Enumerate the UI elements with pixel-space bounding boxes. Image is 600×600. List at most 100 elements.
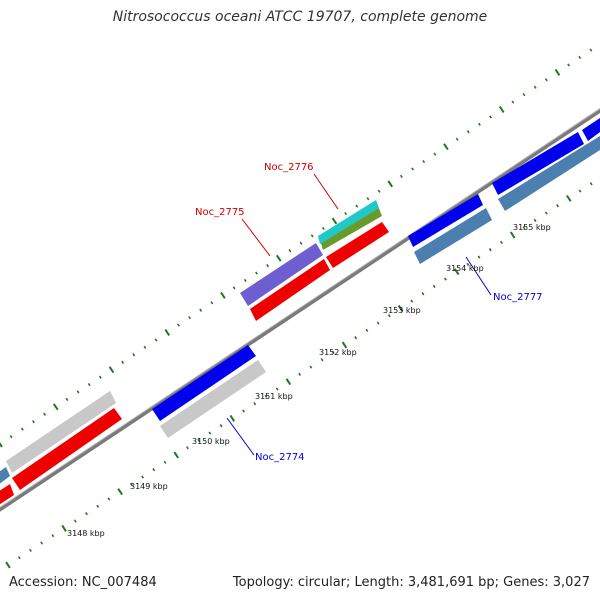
tick-mark [500,240,503,245]
tick-mark [275,387,279,391]
gene-feature-blue-2777-upper[interactable] [408,194,483,247]
tick-mark [433,152,437,156]
tick-mark [76,390,80,394]
gene-feature-blue-right[interactable] [492,132,584,195]
gene-feature-grey-1[interactable] [6,391,116,473]
tick-mark [96,504,100,508]
genome-backbone [0,108,600,512]
tick-mark [355,204,359,208]
kbp-tick-label: 3149 kbp [130,482,168,491]
tick-mark [522,226,526,230]
tick-mark [197,438,201,442]
genome-backbone-highlight [0,108,600,508]
gene-feature-steel-far-right-top[interactable] [584,137,600,153]
tick-mark [397,304,404,312]
tick-mark [533,218,537,223]
gene-feature-blue-far-right[interactable] [582,118,600,141]
tick-mark [87,382,91,387]
tick-mark [117,488,123,496]
tick-mark [61,524,67,532]
tick-mark [478,122,481,126]
tick-mark [40,541,44,545]
tick-mark [199,308,203,312]
gene-feature-steel-right[interactable] [498,136,600,211]
tick-mark [65,397,69,402]
tick-mark [108,366,115,374]
tick-mark [410,299,414,303]
tick-mark [522,93,526,97]
tick-mark [387,314,391,318]
tick-mark [567,63,571,67]
gene-feature-grey-2774[interactable] [160,360,266,438]
accession-label: Accession: NC_007484 [9,575,157,590]
tick-mark [0,442,3,448]
tick-mark [107,497,111,501]
tick-mark [154,338,158,342]
kbp-tick-label: 3154 kbp [446,264,484,273]
gene-feature-olive-2776[interactable] [320,206,382,250]
gene-feature-steel-left[interactable] [0,467,10,488]
tick-mark [132,353,136,357]
gene-feature-red-2775[interactable] [250,259,330,321]
tick-mark [264,394,268,398]
gene-feature-red-1[interactable] [12,408,122,490]
tick-mark [176,323,180,327]
tick-mark [411,167,414,171]
tick-mark [331,350,335,354]
tick-mark [188,316,191,320]
tick-mark [554,68,561,76]
tick-mark [219,424,223,428]
tick-mark [466,262,470,267]
gene-feature-purple-2775[interactable] [240,243,323,306]
tick-mark [255,271,258,275]
tick-mark [566,194,572,202]
outer-tick-row [0,48,593,448]
tick-mark [556,204,560,208]
tick-mark [232,286,236,290]
tick-mark [443,143,449,151]
tick-mark [432,284,436,289]
tick-mark [98,375,102,379]
tick-mark [488,248,492,252]
tick-mark [5,561,11,569]
gene-label-noc2777[interactable]: Noc_2777 [493,292,543,303]
gene-feature-red-2776[interactable] [326,222,389,268]
tick-mark [477,255,481,259]
tick-mark [399,174,403,179]
gene-feature-red-left-edge[interactable] [0,484,14,508]
tick-mark [152,468,156,472]
tick-mark [321,226,325,231]
leader-noc2774 [226,417,255,456]
tick-mark [129,482,133,486]
kbp-tick-label: 3151 kbp [255,392,293,401]
gene-feature-cyan-2776[interactable] [318,200,379,244]
tick-mark [173,451,180,459]
tick-mark [421,292,425,296]
tick-mark [299,241,303,245]
tick-mark [186,446,189,450]
kbp-tick-label: 3148 kbp [67,529,105,538]
gene-features [0,118,600,508]
kbp-tick-label: 3153 kbp [383,306,421,315]
tick-mark [387,180,394,188]
tick-mark [229,414,236,422]
gene-label-noc2775[interactable]: Noc_2775 [195,207,245,218]
tick-mark [253,402,257,406]
gene-feature-steel-2777[interactable] [414,208,492,264]
tick-mark [344,211,348,216]
genome-stats-label: Topology: circular; Length: 3,481,691 bp… [232,575,590,590]
tick-mark [275,254,282,262]
tick-mark [208,431,212,435]
gene-label-noc2776[interactable]: Noc_2776 [264,162,314,173]
gene-label-noc2774[interactable]: Noc_2774 [255,452,305,463]
kbp-tick-label: 3152 kbp [319,348,357,357]
tick-mark [376,321,380,325]
tick-mark [444,277,447,281]
map-title: Nitrosococcus oceani ATCC 19707, complet… [112,9,488,25]
tick-mark [220,291,226,299]
tick-mark [310,234,314,238]
tick-mark [141,475,145,479]
gene-feature-blue-2773[interactable] [152,345,256,421]
